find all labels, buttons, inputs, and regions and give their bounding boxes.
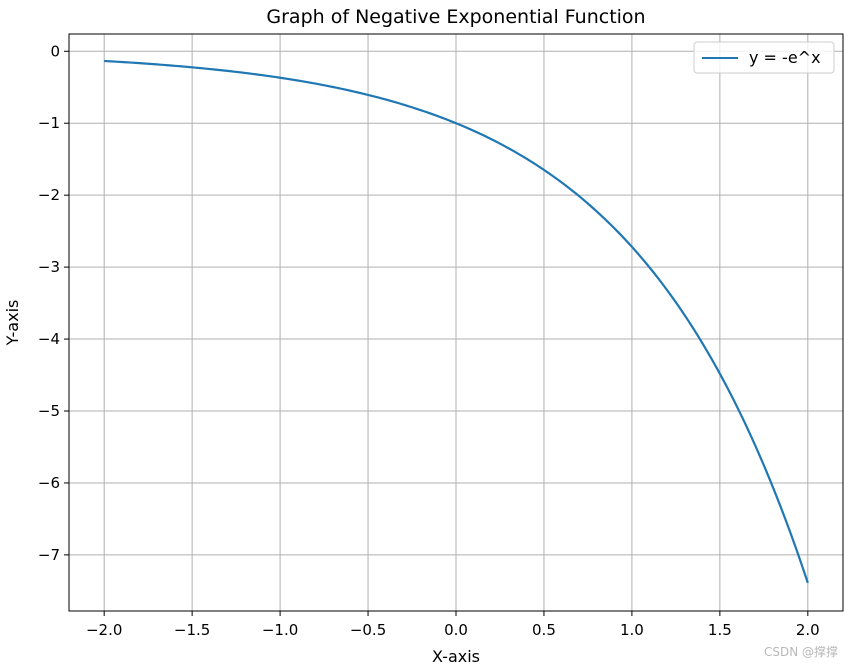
grid	[69, 34, 843, 611]
series-line	[104, 59, 809, 584]
watermark: CSDN @撑撑	[764, 644, 838, 659]
chart-title: Graph of Negative Exponential Function	[266, 6, 645, 28]
legend-label: y = -e^x	[749, 48, 821, 67]
x-tick-label: 1.5	[708, 621, 732, 639]
x-tick-label: −1.0	[262, 621, 298, 639]
y-tick-label: −3	[38, 258, 60, 276]
y-tick-label: −4	[38, 330, 60, 348]
y-tick-label: −5	[38, 402, 60, 420]
y-tick-label: −2	[38, 186, 60, 204]
series-layer	[104, 59, 809, 584]
x-ticks: −2.0 −1.5 −1.0 −0.5 0.0 0.5 1.0 1.5 2.0	[86, 611, 820, 639]
y-tick-label: −1	[38, 114, 60, 132]
y-tick-label: 0	[50, 42, 60, 60]
legend: y = -e^x	[693, 41, 835, 74]
y-ticks: 0 −1 −2 −3 −4 −5 −6 −7	[38, 42, 69, 564]
x-tick-label: −1.5	[174, 621, 210, 639]
x-tick-label: −0.5	[350, 621, 386, 639]
y-tick-label: −7	[38, 546, 60, 564]
x-tick-label: 0.0	[444, 621, 468, 639]
x-tick-label: −2.0	[86, 621, 122, 639]
x-axis-title: X-axis	[432, 647, 480, 666]
x-tick-label: 0.5	[532, 621, 556, 639]
legend-box	[693, 41, 835, 74]
y-tick-label: −6	[38, 474, 60, 492]
x-tick-label: 1.0	[620, 621, 644, 639]
y-axis-title: Y-axis	[3, 300, 22, 347]
x-tick-label: 2.0	[796, 621, 820, 639]
